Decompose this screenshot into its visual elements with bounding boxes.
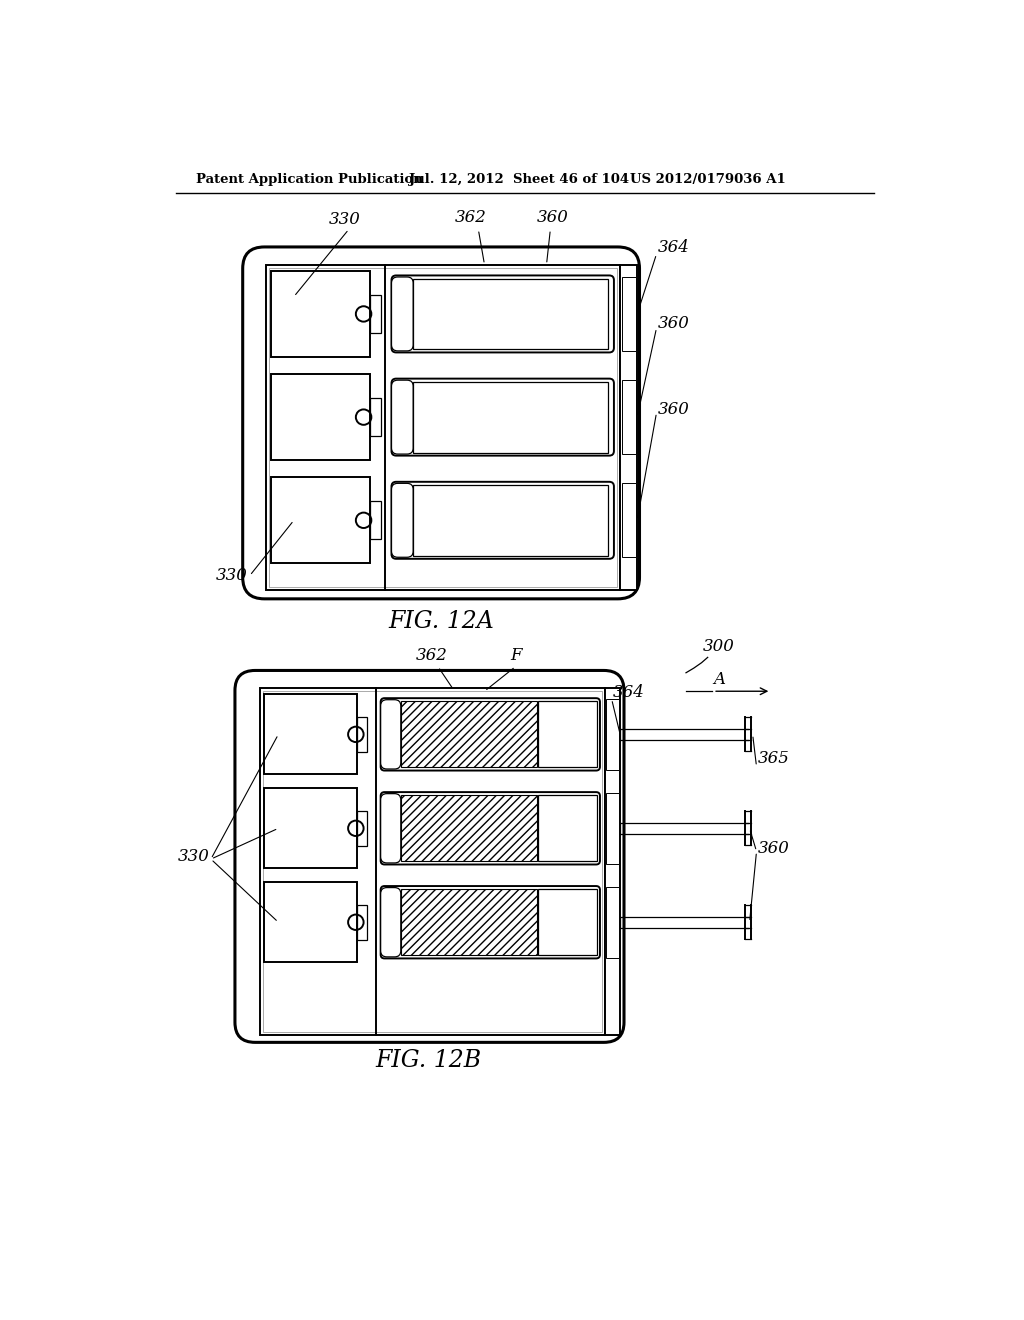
Text: A: A — [713, 671, 725, 688]
Bar — [370, 399, 381, 436]
Bar — [270, 478, 370, 564]
Text: 362: 362 — [455, 210, 486, 226]
Bar — [400, 890, 537, 956]
Bar — [414, 484, 607, 556]
Text: 365: 365 — [758, 750, 790, 767]
Text: Patent Application Publication: Patent Application Publication — [197, 173, 423, 186]
FancyBboxPatch shape — [391, 483, 414, 557]
Bar — [606, 887, 618, 958]
Bar — [260, 688, 604, 1035]
Bar — [357, 717, 368, 752]
Text: FIG. 12B: FIG. 12B — [376, 1049, 481, 1072]
Bar — [414, 381, 607, 453]
Text: 360: 360 — [657, 401, 689, 418]
Bar — [263, 692, 601, 1032]
Text: Jul. 12, 2012  Sheet 46 of 104: Jul. 12, 2012 Sheet 46 of 104 — [409, 173, 629, 186]
Bar — [606, 793, 618, 863]
Bar — [621, 265, 637, 590]
Text: 362: 362 — [416, 647, 447, 664]
FancyBboxPatch shape — [381, 886, 600, 958]
Bar — [604, 688, 621, 1035]
Text: 360: 360 — [657, 314, 689, 331]
FancyBboxPatch shape — [381, 887, 400, 957]
FancyBboxPatch shape — [381, 698, 600, 771]
Bar — [270, 374, 370, 461]
FancyBboxPatch shape — [391, 380, 414, 454]
Text: F: F — [510, 647, 521, 664]
Bar — [266, 265, 621, 590]
Text: 360: 360 — [537, 210, 568, 226]
Bar — [622, 483, 636, 557]
Bar — [539, 701, 597, 767]
FancyBboxPatch shape — [391, 277, 414, 351]
FancyBboxPatch shape — [391, 276, 614, 352]
Text: 360: 360 — [758, 840, 790, 857]
Bar — [606, 700, 618, 770]
Bar — [539, 890, 597, 956]
Bar — [270, 271, 370, 358]
Bar — [400, 701, 537, 767]
Bar — [414, 279, 607, 350]
Bar — [357, 904, 368, 940]
Text: 330: 330 — [329, 211, 360, 228]
FancyBboxPatch shape — [234, 671, 624, 1043]
Text: 364: 364 — [657, 239, 689, 256]
Bar — [622, 277, 636, 351]
Text: US 2012/0179036 A1: US 2012/0179036 A1 — [630, 173, 786, 186]
Text: 330: 330 — [177, 847, 209, 865]
Bar — [357, 810, 368, 846]
Bar — [264, 788, 357, 869]
Bar — [370, 502, 381, 540]
Bar — [400, 795, 537, 862]
FancyBboxPatch shape — [381, 792, 600, 865]
Text: FIG. 12A: FIG. 12A — [388, 610, 494, 634]
FancyBboxPatch shape — [391, 379, 614, 455]
Text: 330: 330 — [216, 568, 248, 585]
Bar — [370, 294, 381, 333]
FancyBboxPatch shape — [391, 482, 614, 558]
Text: 364: 364 — [612, 684, 644, 701]
FancyBboxPatch shape — [243, 247, 640, 599]
FancyBboxPatch shape — [381, 793, 400, 863]
Bar — [264, 694, 357, 775]
FancyBboxPatch shape — [381, 700, 400, 770]
Text: 300: 300 — [702, 638, 734, 655]
Bar — [622, 380, 636, 454]
Bar — [269, 268, 617, 586]
Bar — [539, 795, 597, 862]
Bar — [264, 882, 357, 962]
